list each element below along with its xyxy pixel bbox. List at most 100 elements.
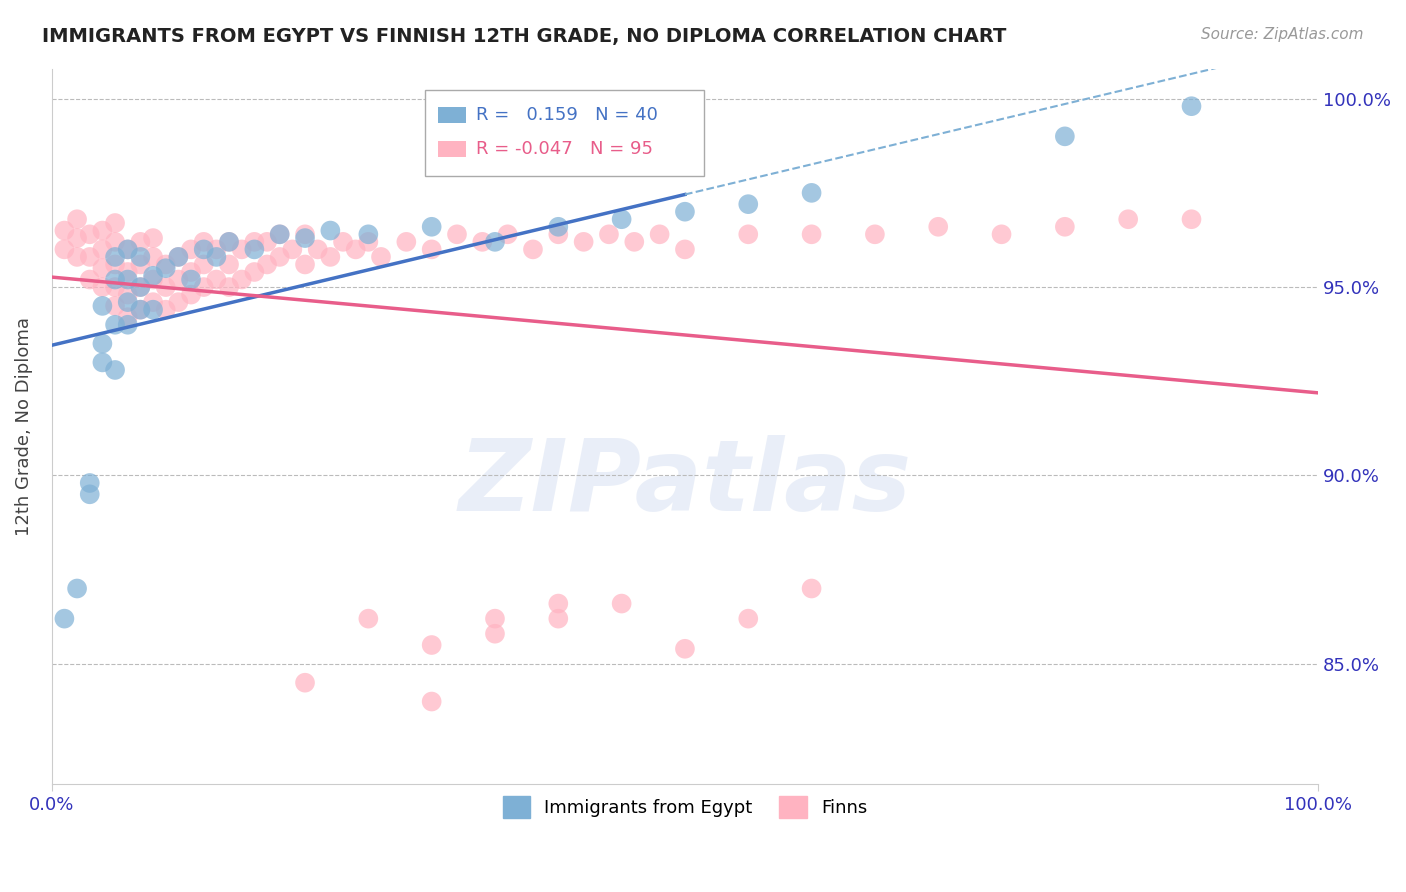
Point (471, 235, 494, 249)
Point (269, 227, 291, 242)
Point (193, 257, 215, 271)
Point (104, 257, 127, 271)
Point (104, 318, 127, 332)
Point (91, 299, 114, 313)
Point (648, 227, 671, 242)
Point (332, 235, 354, 249)
Point (420, 638, 443, 652)
Point (167, 295, 190, 310)
Point (269, 250, 291, 264)
Point (547, 612, 569, 626)
Point (218, 235, 240, 249)
Bar (426, 90, 704, 176)
Point (104, 363, 127, 377)
Point (256, 257, 278, 271)
Point (370, 250, 392, 264)
Point (547, 219, 569, 234)
Point (129, 302, 152, 317)
Point (598, 227, 620, 242)
Point (142, 231, 165, 245)
Point (155, 261, 177, 276)
Point (231, 272, 253, 286)
Point (281, 243, 304, 257)
Point (1053, 129, 1076, 144)
Point (269, 227, 291, 242)
Point (357, 235, 380, 249)
Point (117, 265, 139, 279)
Point (737, 197, 759, 211)
Point (79, 272, 101, 286)
Point (155, 257, 177, 271)
Point (142, 250, 165, 264)
Point (737, 227, 759, 242)
Point (91, 243, 114, 257)
Point (737, 612, 759, 626)
Point (155, 302, 177, 317)
Point (319, 250, 342, 264)
Point (218, 257, 240, 271)
Point (142, 268, 165, 283)
Point (79, 487, 101, 501)
Point (420, 219, 443, 234)
Point (294, 257, 316, 271)
Point (167, 272, 190, 286)
Point (66, 212, 89, 227)
Point (1116, 212, 1139, 227)
Point (117, 295, 139, 310)
Point (344, 243, 367, 257)
Point (395, 235, 418, 249)
Point (800, 186, 823, 200)
Point (53, 223, 76, 237)
Point (243, 243, 266, 257)
Point (547, 597, 569, 611)
Point (673, 243, 696, 257)
Point (294, 231, 316, 245)
Bar (439, 107, 465, 123)
Point (218, 280, 240, 294)
Point (129, 302, 152, 317)
Point (610, 212, 633, 227)
Point (129, 280, 152, 294)
Point (205, 272, 228, 286)
Point (420, 694, 443, 708)
Point (572, 235, 595, 249)
Point (117, 243, 139, 257)
Point (193, 235, 215, 249)
Text: ZIPatlas: ZIPatlas (458, 435, 911, 533)
Point (256, 235, 278, 249)
Point (53, 612, 76, 626)
Point (142, 272, 165, 286)
Point (104, 272, 127, 286)
Point (142, 295, 165, 310)
Point (129, 250, 152, 264)
Point (231, 243, 253, 257)
Point (129, 235, 152, 249)
Point (91, 223, 114, 237)
Point (496, 227, 519, 242)
Point (1180, 212, 1202, 227)
Point (610, 597, 633, 611)
Point (800, 227, 823, 242)
Point (53, 243, 76, 257)
Point (66, 250, 89, 264)
Point (484, 612, 506, 626)
Point (142, 302, 165, 317)
Point (117, 243, 139, 257)
Point (180, 287, 202, 301)
Text: R = -0.047   N = 95: R = -0.047 N = 95 (477, 140, 652, 158)
Point (104, 250, 127, 264)
Point (104, 235, 127, 249)
Point (420, 243, 443, 257)
Point (218, 235, 240, 249)
Point (66, 582, 89, 596)
Point (294, 675, 316, 690)
Point (79, 227, 101, 242)
Point (117, 272, 139, 286)
Point (193, 280, 215, 294)
Point (1180, 99, 1202, 113)
Y-axis label: 12th Grade, No Diploma: 12th Grade, No Diploma (15, 317, 32, 536)
Point (243, 265, 266, 279)
Point (205, 250, 228, 264)
Point (357, 227, 380, 242)
Point (484, 235, 506, 249)
